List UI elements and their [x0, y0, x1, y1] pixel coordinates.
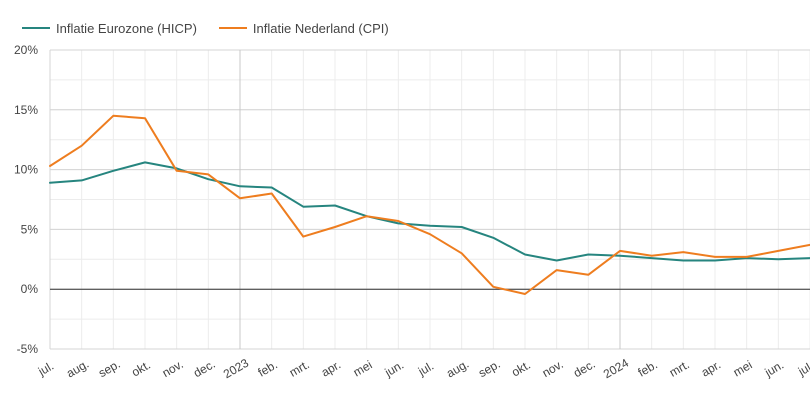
data-point-nederland: [586, 273, 590, 277]
x-tick-label: aug.: [64, 357, 91, 381]
x-tick-label: feb.: [635, 357, 659, 379]
x-tick-label: aug.: [444, 357, 471, 381]
data-point-nederland: [776, 249, 780, 253]
x-tick-label: okt.: [129, 358, 153, 380]
data-point-nederland: [80, 144, 84, 148]
x-tick-label: mrt.: [287, 357, 312, 379]
data-point-nederland: [111, 114, 115, 118]
data-point-nederland: [555, 268, 559, 272]
chart-legend: Inflatie Eurozone (HICP) Inflatie Nederl…: [0, 18, 389, 38]
data-point-nederland: [206, 172, 210, 176]
x-tick-label: nov.: [160, 357, 186, 380]
data-point-nederland: [48, 164, 52, 168]
data-point-nederland: [175, 169, 179, 173]
data-point-nederland: [396, 219, 400, 223]
data-point-nederland: [428, 232, 432, 236]
data-point-eurozone: [80, 178, 84, 182]
data-point-nederland: [143, 116, 147, 120]
data-point-eurozone: [555, 258, 559, 262]
data-point-nederland: [460, 251, 464, 255]
x-tick-label: mei: [351, 358, 375, 380]
data-point-nederland: [365, 214, 369, 218]
data-point-eurozone: [301, 205, 305, 209]
y-tick-label: -5%: [17, 342, 39, 356]
data-point-eurozone: [270, 186, 274, 190]
data-point-eurozone: [111, 169, 115, 173]
data-point-nederland: [745, 255, 749, 259]
x-tick-label: 2023: [221, 356, 251, 382]
series-line-nederland: [49, 114, 810, 295]
data-point-eurozone: [460, 225, 464, 229]
x-tick-label: apr.: [699, 357, 723, 379]
x-tick-label: jun.: [762, 358, 787, 380]
x-tick-label: nov.: [540, 357, 566, 380]
data-point-nederland: [713, 255, 717, 259]
data-point-eurozone: [491, 236, 495, 240]
x-tick-label: 2024: [601, 356, 631, 382]
data-point-eurozone: [428, 224, 432, 228]
x-tick-label: jul.: [35, 359, 56, 379]
y-tick-label: 20%: [14, 43, 38, 57]
data-point-nederland: [238, 196, 242, 200]
y-tick-label: 0%: [21, 282, 39, 296]
data-point-nederland: [618, 249, 622, 253]
data-point-eurozone: [333, 203, 337, 207]
y-tick-label: 10%: [14, 163, 38, 177]
x-tick-label: jul.: [795, 359, 810, 379]
data-point-nederland: [491, 285, 495, 289]
x-tick-label: jul.: [415, 359, 436, 379]
data-point-nederland: [333, 225, 337, 229]
y-tick-label: 15%: [14, 103, 38, 117]
x-tick-label: dec.: [191, 357, 218, 380]
data-point-nederland: [301, 235, 305, 239]
data-point-eurozone: [586, 253, 590, 257]
data-point-eurozone: [48, 181, 52, 185]
data-point-eurozone: [523, 253, 527, 257]
data-point-eurozone: [681, 258, 685, 262]
legend-label-nederland: Inflatie Nederland (CPI): [252, 20, 389, 36]
data-point-eurozone: [713, 258, 717, 262]
data-point-eurozone: [618, 254, 622, 258]
data-point-nederland: [270, 192, 274, 196]
data-point-nederland: [523, 292, 527, 296]
legend-item-eurozone[interactable]: Inflatie Eurozone (HICP): [22, 21, 197, 36]
x-tick-label: mrt.: [667, 357, 692, 379]
x-tick-label: apr.: [319, 357, 343, 379]
data-point-nederland: [681, 250, 685, 254]
legend-swatch-nederland: [218, 27, 247, 29]
legend-swatch-eurozone: [22, 27, 50, 29]
data-point-nederland: [650, 254, 654, 258]
x-tick-label: okt.: [509, 358, 533, 380]
legend-label-eurozone: Inflatie Eurozone (HICP): [56, 20, 197, 36]
data-point-eurozone: [143, 160, 147, 164]
x-tick-label: dec.: [571, 357, 598, 380]
data-point-eurozone: [776, 257, 780, 261]
x-tick-label: sep.: [476, 357, 503, 380]
data-point-eurozone: [238, 184, 242, 188]
x-tick-label: mei: [731, 358, 755, 380]
y-tick-label: 5%: [21, 222, 39, 236]
series-line-eurozone: [49, 161, 810, 262]
x-tick-label: sep.: [96, 357, 123, 380]
x-tick-label: feb.: [255, 357, 279, 379]
data-point-eurozone: [206, 177, 210, 181]
x-tick-label: jun.: [382, 358, 407, 380]
legend-item-nederland[interactable]: Inflatie Nederland (CPI): [218, 20, 389, 36]
